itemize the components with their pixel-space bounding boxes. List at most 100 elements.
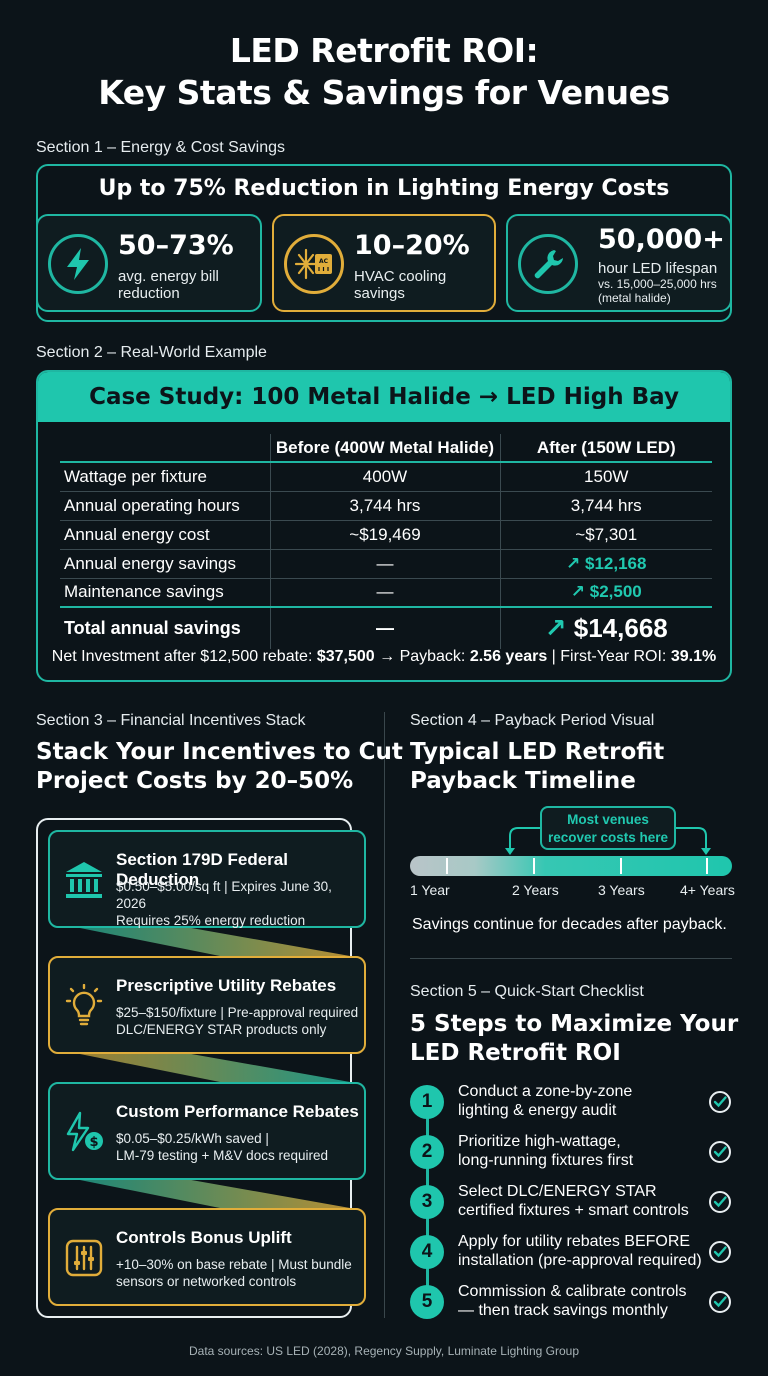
stat-caption-line: hour LED lifespan <box>598 260 718 277</box>
step-line: Prioritize high-wattage, <box>458 1133 621 1150</box>
ac-unit-icon: AC <box>284 234 344 294</box>
after-value: 3,744 hrs <box>500 491 712 521</box>
stat-caption: avg. energy bill reduction <box>118 268 258 302</box>
row-label: Annual energy cost <box>60 520 271 550</box>
stat-caption-line: avg. energy bill <box>118 268 219 285</box>
trend-up-icon: ↗ <box>544 613 574 643</box>
stat-value: 10–20% <box>354 230 470 261</box>
section4-label: Section 4 – Payback Period Visual <box>410 712 655 729</box>
before-value: — <box>270 549 501 579</box>
timeline-label: 2 Years <box>512 882 559 898</box>
incentive-title: Prescriptive Utility Rebates <box>116 976 337 995</box>
table-row: Annual energy savings — ↗ $12,168 <box>60 549 712 579</box>
section1-headline: Up to 75% Reduction in Lighting Energy C… <box>98 176 670 201</box>
incentive-card-prescriptive: Prescriptive Utility Rebates $25–$150/fi… <box>48 956 366 1054</box>
payback-value: 2.56 years <box>469 648 548 665</box>
table-row: Maintenance savings — ↗ $2,500 <box>60 578 712 608</box>
row-label: Total annual savings <box>60 606 271 649</box>
before-value: 400W <box>270 462 501 492</box>
savings-value: $12,168 <box>585 553 647 573</box>
before-value: ~$19,469 <box>270 520 501 550</box>
stat-caption-line: HVAC cooling <box>354 268 447 285</box>
incentive-card-controls: Controls Bonus Uplift +10–30% on base re… <box>48 1208 366 1306</box>
step-number: 4 <box>410 1235 444 1269</box>
summary-text: Net Investment after $12,500 rebate: <box>51 648 317 665</box>
before-value: 3,744 hrs <box>270 491 501 521</box>
check-icon <box>709 1091 731 1113</box>
case-study-summary: Net Investment after $12,500 rebate: $37… <box>38 648 730 666</box>
data-sources-footer: Data sources: US LED (2028), Regency Sup… <box>189 1344 579 1358</box>
before-value: — <box>270 606 501 649</box>
timeline-tick <box>620 858 622 874</box>
payback-timeline-bar <box>410 856 732 876</box>
step-text: Commission & calibrate controls — then t… <box>458 1282 708 1320</box>
check-icon <box>709 1191 731 1213</box>
after-value: ↗ $2,500 <box>500 578 712 608</box>
section4-heading: Typical LED Retrofit Payback Timeline <box>410 738 664 796</box>
incentive-title: Section 179D Federal Deduction <box>116 850 288 889</box>
step-line: Apply for utility rebates BEFORE <box>458 1233 691 1250</box>
timeline-label: 1 Year <box>410 882 450 898</box>
stat-caption: HVAC cooling savings <box>354 268 494 302</box>
after-value: 150W <box>500 462 712 492</box>
description-line: DLC/ENERGY STAR products only <box>116 1022 327 1037</box>
step-text: Apply for utility rebates BEFORE install… <box>458 1232 708 1270</box>
total-savings-value: $14,668 <box>573 613 668 643</box>
step-line: certified fixtures + smart controls <box>458 1202 689 1219</box>
step-line: Commission & calibrate controls <box>458 1283 687 1300</box>
title-line-1: LED Retrofit ROI: <box>229 31 539 70</box>
column-divider <box>384 712 385 1318</box>
incentive-title: Custom Performance Rebates <box>116 1102 359 1121</box>
step-line: lighting & energy audit <box>458 1102 617 1119</box>
lightbulb-icon <box>65 984 103 1026</box>
incentive-card-custom: $ Custom Performance Rebates $0.05–$0.25… <box>48 1082 366 1180</box>
timeline-label: 3 Years <box>598 882 645 898</box>
after-value: ↗ $14,668 <box>500 606 712 649</box>
stat-card-hvac: AC 10–20% HVAC cooling savings <box>272 214 496 312</box>
callout-bracket <box>505 827 711 855</box>
section1-label: Section 1 – Energy & Cost Savings <box>36 139 286 156</box>
summary-text: → Payback: <box>374 648 470 665</box>
section5-heading: 5 Steps to Maximize Your LED Retrofit RO… <box>410 1010 738 1068</box>
heading-line: Typical LED Retrofit <box>410 739 665 765</box>
incentive-description: $25–$150/fixture | Pre-approval required… <box>116 1004 364 1038</box>
sliders-icon <box>65 1239 103 1277</box>
page-title: LED Retrofit ROI: Key Stats & Savings fo… <box>0 30 768 114</box>
connector-ribbon <box>70 1178 350 1208</box>
timeline-label: 4+ Years <box>680 882 735 898</box>
description-line: LM-79 testing + M&V docs required <box>116 1148 328 1163</box>
connector-ribbon <box>70 1052 350 1082</box>
incentive-description: +10–30% on base rebate | Must bundle sen… <box>116 1256 364 1290</box>
bolt-dollar-icon: $ <box>66 1111 103 1152</box>
stat-card-lifespan: 50,000+ hour LED lifespan vs. 15,000–25,… <box>506 214 732 312</box>
savings-value: $2,500 <box>589 582 642 602</box>
payback-callout: Most venues recover costs here <box>540 806 676 850</box>
check-icon <box>709 1241 731 1263</box>
trend-up-icon: ↗ <box>566 553 585 573</box>
trend-up-icon: ↗ <box>570 582 590 602</box>
case-study-table: Before (400W Metal Halide) After (150W L… <box>60 434 712 649</box>
section2-label: Section 2 – Real-World Example <box>36 344 267 361</box>
heading-line: Payback Timeline <box>410 768 636 794</box>
after-value: ~$7,301 <box>500 520 712 550</box>
check-icon <box>709 1291 731 1313</box>
step-number: 1 <box>410 1085 444 1119</box>
description-line: Requires 25% energy reduction <box>116 913 306 928</box>
row-label: Annual operating hours <box>60 491 271 521</box>
table-row: Annual operating hours 3,744 hrs 3,744 h… <box>60 491 712 521</box>
total-row: Total annual savings — ↗ $14,668 <box>60 606 712 649</box>
heading-line: Stack Your Incentives to Cut <box>36 739 403 765</box>
description-line: sensors or networked controls <box>116 1274 297 1289</box>
section3-label: Section 3 – Financial Incentives Stack <box>36 712 306 729</box>
case-study-headline: Case Study: 100 Metal Halide → LED High … <box>38 372 730 460</box>
stat-card-energy: 50–73% avg. energy bill reduction <box>36 214 262 312</box>
column-header <box>60 434 271 463</box>
stat-caption-small: (metal halide) <box>598 291 671 305</box>
section-divider <box>410 958 732 959</box>
roi-value: 39.1% <box>670 648 717 665</box>
heading-line: Project Costs by 20–50% <box>36 768 354 794</box>
table-row: Wattage per fixture 400W 150W <box>60 462 712 492</box>
step-line: — then track savings monthly <box>458 1302 668 1319</box>
timeline-tick <box>446 858 448 874</box>
bank-icon <box>66 862 102 898</box>
